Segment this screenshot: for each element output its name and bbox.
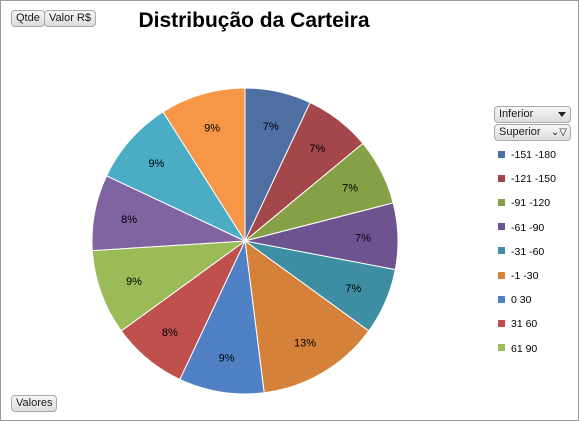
slice-data-label: 13% [294,338,316,350]
superior-field-button[interactable]: Superior ⌄▽ [494,124,571,141]
legend-item: -121 -150 [498,171,556,187]
legend-label: -151 -180 [511,149,556,161]
slice-data-label: 8% [162,327,178,339]
legend-label: 0 30 [511,294,532,307]
pie-slice[interactable] [244,239,370,394]
legend-label: -1 -30 [511,269,539,282]
slice-data-label: 7% [263,121,279,133]
slice-data-label: 9% [219,353,235,365]
legend-swatch [498,223,505,231]
inferior-field-label: Inferior [499,108,534,120]
legend-item: 0 30 [498,292,556,308]
legend-item: -91 -120 [498,195,556,211]
legend-swatch [498,247,505,255]
legend-swatch [498,295,505,303]
legend-swatch [498,271,505,279]
legend: -151 -180 -121 -150 -91 -120 -61 -90 -31 -60… [498,147,556,365]
legend-label: 31 60 [511,318,538,331]
slice-data-label: 9% [126,276,142,288]
slice-data-label: 7% [345,283,361,295]
legend-item: 61 90 [498,341,556,357]
legend-item: -61 -90 [498,220,556,236]
legend-label: -61 -90 [511,221,545,234]
legend-item: -151 -180 [498,147,556,163]
slice-data-label: 9% [204,123,220,135]
legend-label: -31 -60 [511,245,545,258]
legend-item: -31 -60 [498,244,556,260]
legend-swatch [498,174,505,182]
pie-slice[interactable] [162,87,246,243]
legend-item: -1 -30 [498,268,556,284]
legend-swatch [498,320,505,328]
chart-title: Distribução da Carteira [138,9,370,32]
superior-field-label: Superior [499,126,541,138]
filter-icon[interactable]: ⌄▽ [550,127,567,138]
valores-field-button[interactable]: Valores [11,395,58,412]
slice-data-label: 7% [355,232,371,244]
slice-data-label: 7% [309,143,325,155]
legend-swatch [498,150,505,158]
valor-field-button[interactable]: Valor R$ [44,10,96,27]
legend-label: 61 90 [511,342,538,355]
legend-item: 31 60 [498,316,556,332]
legend-swatch [498,344,505,352]
legend-label: -121 -150 [511,173,556,186]
dropdown-arrow-icon[interactable] [558,112,566,117]
slice-data-label: 7% [342,182,358,194]
pie-slice[interactable] [105,111,247,243]
slice-data-label: 8% [121,214,137,226]
pie-slice[interactable] [91,240,247,332]
legend-label: -91 -120 [511,197,551,210]
pie-slice[interactable] [179,239,265,395]
slice-data-label: 9% [149,158,165,170]
legend-swatch [498,199,505,207]
inferior-field-button[interactable]: Inferior [494,106,571,123]
